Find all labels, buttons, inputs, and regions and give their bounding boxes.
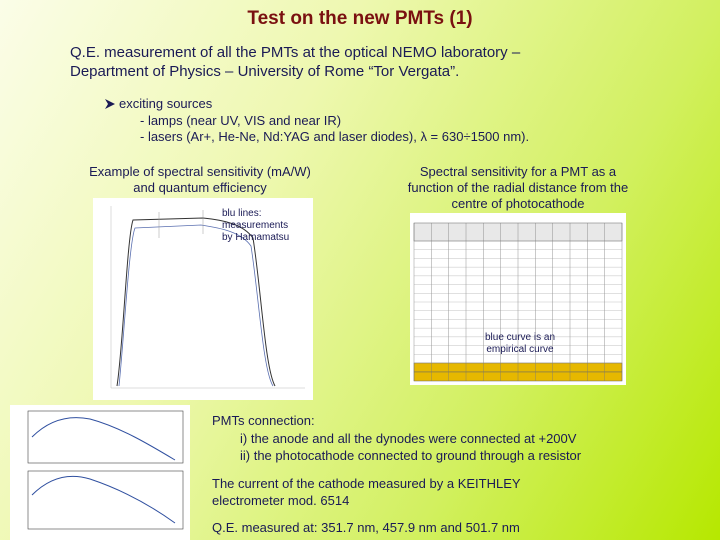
radial-plot-image [10,405,190,540]
connection-list: i) the anode and all the dynodes were co… [240,430,581,464]
left-note: blu lines: measurements by Hamamatsu [222,208,289,244]
right-caption: Spectral sensitivity for a PMT as a func… [388,164,648,212]
source-item: - lasers (Ar+, He-Ne, Nd:YAG and laser d… [140,129,530,144]
note-line: measurements [222,220,289,231]
spectral-plot-image [93,198,313,400]
sources-heading: exciting sources [119,96,213,111]
sources-list: - lamps (near UV, VIS and near IR) - las… [140,113,529,145]
bullet-arrow [105,99,115,109]
intro-line: Q.E. measurement of all the PMTs at the … [70,44,521,61]
note-line: empirical curve [486,344,554,355]
caption-line: Spectral sensitivity for a PMT as a [419,164,617,179]
table-image [410,213,626,385]
caption-line: and quantum efficiency [133,180,267,195]
wavelengths: Q.E. measured at: 351.7 nm, 457.9 nm and… [212,520,520,535]
note-line: by Hamamatsu [222,232,290,243]
measurement-line: The current of the cathode measured by a… [212,476,521,491]
left-caption: Example of spectral sensitivity (mA/W) a… [60,164,340,196]
source-item: - lamps (near UV, VIS and near IR) [140,113,342,128]
intro-line: Department of Physics – University of Ro… [70,63,460,80]
note-line: blue curve is an [484,332,556,343]
measurement: The current of the cathode measured by a… [212,475,521,509]
caption-line: Example of spectral sensitivity (mA/W) [89,164,311,179]
caption-line: centre of photocathode [451,196,585,211]
right-note: blue curve is an empirical curve [470,332,570,356]
intro: Q.E. measurement of all the PMTs at the … [70,43,520,81]
connection-item: ii) the photocathode connected to ground… [240,448,582,463]
connection-item: i) the anode and all the dynodes were co… [240,431,577,446]
measurement-line: electrometer mod. 6514 [212,493,350,508]
note-line: blu lines: [222,208,262,219]
connection-heading: PMTs connection: [212,413,315,428]
slide-title: Test on the new PMTs (1) [247,8,473,29]
caption-line: function of the radial distance from the [407,180,629,195]
